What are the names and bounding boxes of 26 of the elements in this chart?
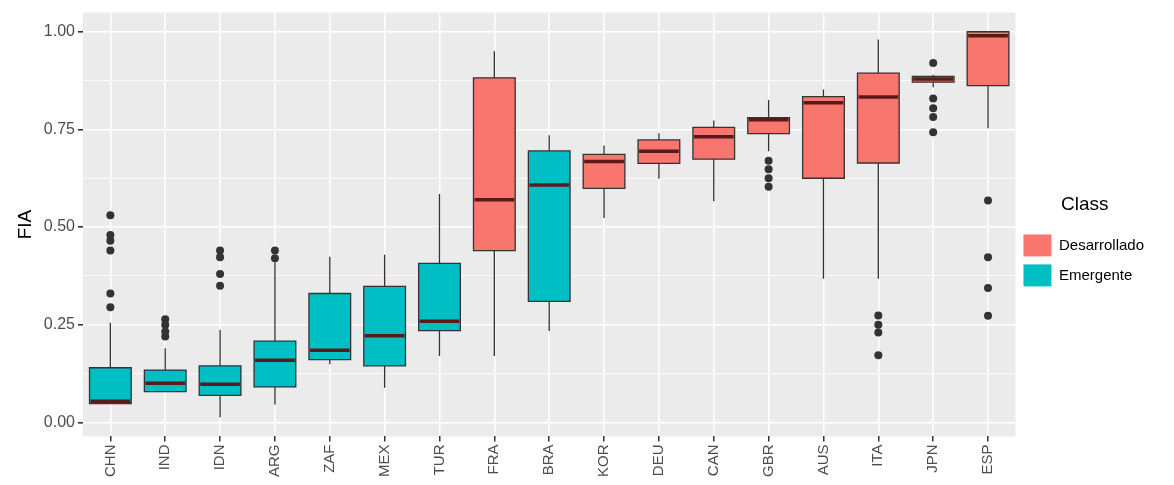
x-tick-label: AUS xyxy=(813,444,831,476)
y-tick-label: 0.75 xyxy=(43,119,76,137)
x-tick-label: CHN xyxy=(100,444,118,477)
x-tick-label: IDN xyxy=(210,444,228,471)
legend-label: Desarrollado xyxy=(1058,235,1145,253)
x-tick-label: KOR xyxy=(594,444,612,478)
y-tick-label: 0.25 xyxy=(43,315,76,333)
x-tick-label: TUR xyxy=(429,444,447,476)
x-tick-label: ARG xyxy=(265,444,283,478)
x-tick-label: GBR xyxy=(758,444,776,478)
x-tick-label: ZAF xyxy=(319,444,337,473)
x-tick-label: DEU xyxy=(649,444,667,477)
x-tick-label: JPN xyxy=(923,444,941,473)
x-tick-label: ESP xyxy=(978,444,996,475)
x-tick-label: ITA xyxy=(868,444,886,467)
y-tick-label: 0.50 xyxy=(43,217,76,235)
y-axis-title: FIA xyxy=(13,209,35,240)
legend-label: Emergente xyxy=(1058,265,1133,283)
y-tick-label: 1.00 xyxy=(43,22,76,40)
x-tick-label: IND xyxy=(155,444,173,471)
x-tick-label: BRA xyxy=(539,444,557,476)
x-tick-label: FRA xyxy=(484,444,502,475)
x-tick-label: MEX xyxy=(374,444,392,478)
y-tick-label: 0.00 xyxy=(43,412,76,430)
x-tick-label: CAN xyxy=(703,444,721,477)
legend-title: Class xyxy=(1060,193,1109,215)
